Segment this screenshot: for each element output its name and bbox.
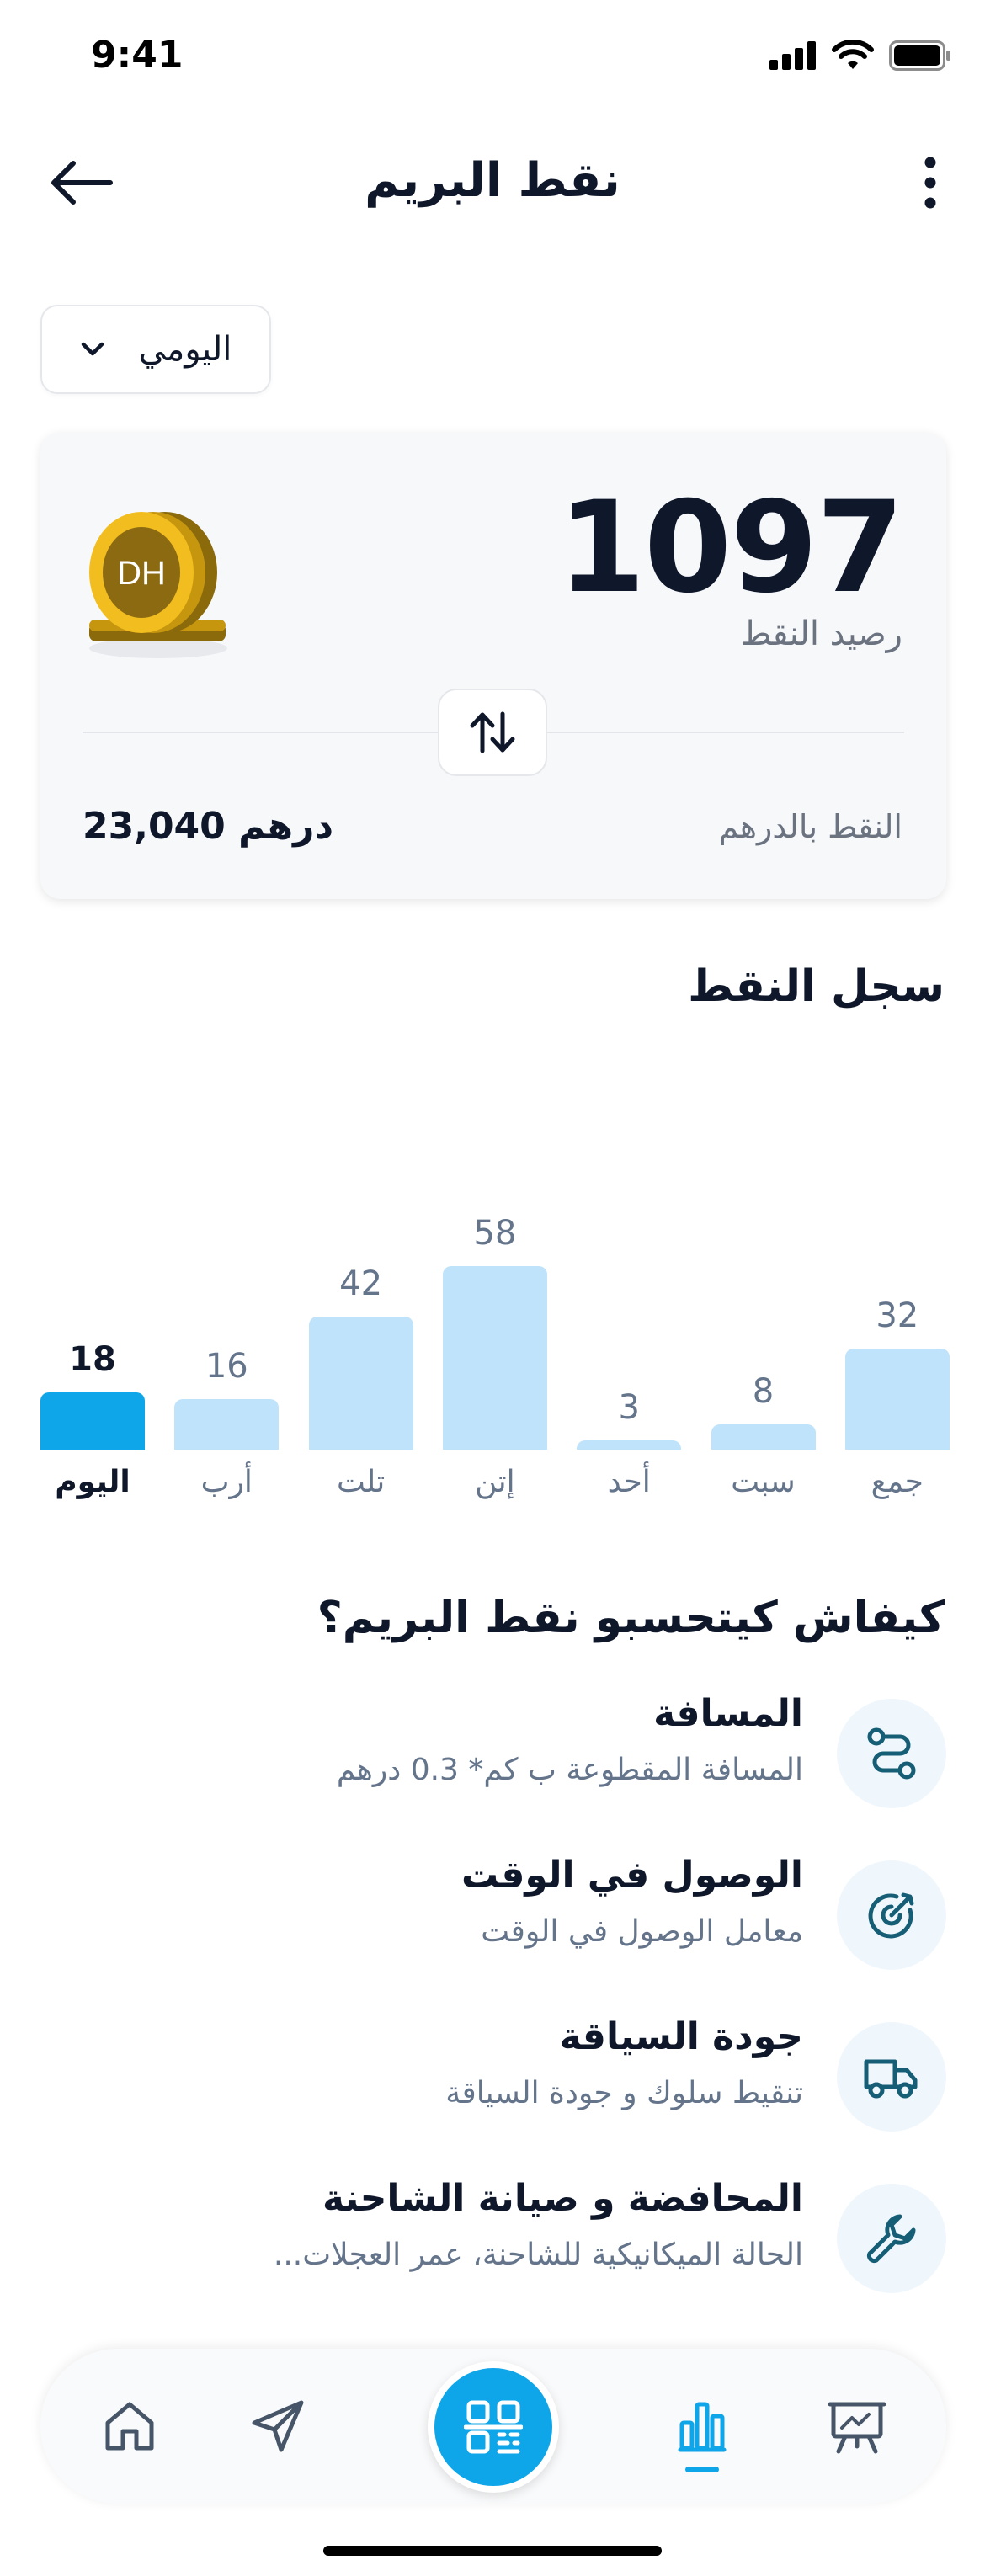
chart-bar[interactable]: [711, 1424, 816, 1450]
status-time: 9:41: [91, 34, 184, 77]
send-icon: [252, 2400, 304, 2452]
status-icons: [769, 40, 951, 71]
chart-bar[interactable]: [844, 1348, 950, 1450]
chevron-down-icon: [81, 342, 104, 356]
chart-value-label: 16: [205, 1346, 248, 1386]
chart-value-label: 8: [752, 1371, 775, 1411]
route-icon: [837, 1699, 946, 1808]
chart-value-label: 42: [339, 1264, 383, 1304]
chart-day-label: سبت: [731, 1465, 796, 1499]
factor-on-time: الوصول في الوقت معامل الوصول في الوقت: [40, 1854, 946, 1980]
nav-send[interactable]: [242, 2391, 313, 2462]
factor-description: الحالة الميكانيكية للشاحنة، عمر العجلات.…: [273, 2238, 803, 2272]
top-bar: نقط البريم: [0, 135, 985, 227]
factor-title: المحافضة و صيانة الشاحنة: [322, 2177, 803, 2220]
svg-text:DH: DH: [117, 555, 166, 592]
nav-active-indicator: [685, 2467, 719, 2472]
factor-description: تنقيط سلوك و جودة السياقة: [445, 2076, 803, 2110]
chart-value-label: 32: [876, 1296, 919, 1335]
factor-distance: المسافة المسافة المقطوعة ب كم* 0.3 درهم: [40, 1692, 946, 1818]
chart-day-label: أرب: [200, 1465, 253, 1499]
dirham-value: 23,040 درهم: [83, 805, 334, 848]
nav-home[interactable]: [94, 2391, 165, 2462]
chart-day-label: جمع: [871, 1465, 924, 1499]
history-title: سجل النقط: [688, 961, 945, 1012]
chart-value-label: 3: [618, 1387, 640, 1427]
period-dropdown[interactable]: اليومي: [40, 305, 271, 394]
chart-bar[interactable]: [442, 1265, 547, 1450]
page-title: نقط البريم: [365, 153, 620, 208]
factor-driving-quality: جودة السياقة تنقيط سلوك و جودة السياقة: [40, 2015, 946, 2142]
how-section-title: كيفاش كيتحسبو نقط البريم؟: [317, 1593, 945, 1643]
factor-title: جودة السياقة: [559, 2015, 803, 2058]
wrench-icon: [837, 2184, 946, 2293]
chart-value-label: 18: [69, 1340, 116, 1380]
swap-button[interactable]: [438, 689, 547, 776]
chart-bar[interactable]: [577, 1440, 682, 1450]
factor-title: المسافة: [653, 1692, 803, 1735]
truck-icon: [837, 2022, 946, 2132]
more-vertical-icon: [924, 157, 936, 209]
points-history-chart: 18 اليوم 16 أرب 42 تلت 58 إتن 3 أحد 8 سبت 32 جمع: [0, 1044, 985, 1549]
factor-description: المسافة المقطوعة ب كم* 0.3 درهم: [336, 1753, 803, 1787]
period-dropdown-value: اليومي: [138, 330, 232, 369]
status-bar: 9:41: [0, 0, 985, 118]
qr-scan-icon: [464, 2400, 523, 2454]
points-balance-value: 1097: [557, 475, 904, 621]
dirham-label: النقط بالدرهم: [718, 808, 902, 845]
stats-icon: [678, 2402, 727, 2452]
wifi-icon: [832, 40, 874, 69]
arrow-left-icon: [51, 161, 113, 205]
presentation-icon: [828, 2402, 886, 2454]
chart-day-label: أحد: [607, 1465, 651, 1499]
factor-description: معامل الوصول في الوقت: [481, 1914, 803, 1949]
chart-bar[interactable]: [308, 1317, 413, 1450]
factor-title: الوصول في الوقت: [461, 1854, 803, 1897]
points-balance-label: رصيد النقط: [740, 615, 902, 653]
chart-day-label: إتن: [475, 1465, 515, 1499]
chart-value-label: 58: [473, 1213, 517, 1253]
more-options-button[interactable]: [909, 152, 951, 214]
swap-vertical-icon: [470, 711, 515, 753]
nav-qr-scan[interactable]: [428, 2361, 559, 2493]
nav-stats[interactable]: [667, 2391, 737, 2462]
coin-stack-icon: DH: [81, 500, 241, 668]
factor-maintenance: المحافضة و صيانة الشاحنة الحالة الميكاني…: [40, 2177, 946, 2303]
home-icon: [105, 2402, 154, 2451]
chart-bar[interactable]: [174, 1398, 280, 1450]
back-button[interactable]: [44, 153, 120, 212]
chart-day-label: تلت: [336, 1465, 386, 1499]
bottom-navigation: [40, 2349, 946, 2504]
chart-bar[interactable]: [40, 1392, 145, 1450]
points-balance-card: DH 1097 رصيد النقط النقط بالدرهم 23,040 …: [40, 433, 946, 899]
battery-icon: [889, 40, 950, 71]
target-icon: [837, 1860, 946, 1970]
home-indicator: [323, 2546, 662, 2556]
nav-presentation[interactable]: [822, 2391, 892, 2462]
chart-day-label: اليوم: [55, 1465, 130, 1499]
signal-icon: [769, 41, 816, 70]
